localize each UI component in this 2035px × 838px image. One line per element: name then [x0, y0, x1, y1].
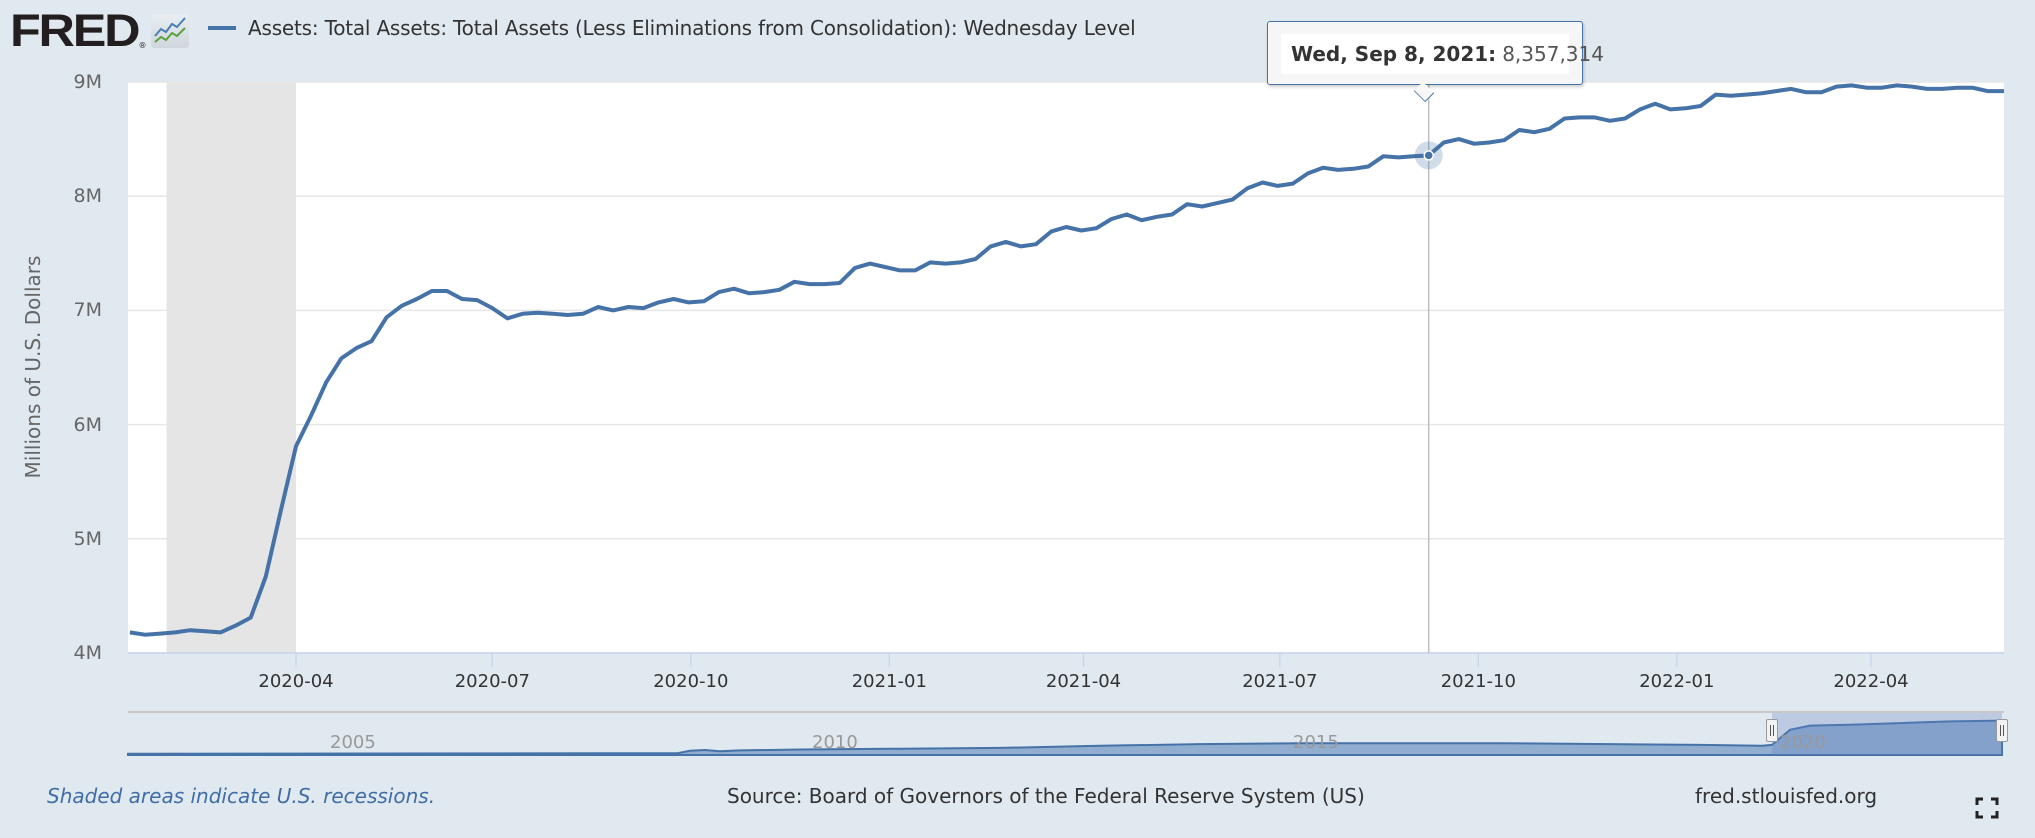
plot-background: [128, 82, 2004, 653]
site-link[interactable]: fred.stlouisfed.org: [1695, 784, 1878, 808]
legend-swatch: [208, 26, 236, 30]
tooltip-value: 8,357,314: [1502, 42, 1604, 66]
x-tick-label: 2020-04: [258, 671, 334, 692]
x-tick-label: 2021-04: [1045, 671, 1122, 692]
tooltip-date: Wed, Sep 8, 2021:: [1291, 42, 1497, 66]
tooltip: Wed, Sep 8, 2021: 8,357,314: [1267, 21, 1604, 85]
x-tick-marks: [128, 652, 2004, 667]
y-axis-label: Millions of U.S. Dollars: [21, 255, 45, 479]
x-tick-label: 2022-04: [1833, 671, 1909, 692]
y-tick-label: 6M: [73, 413, 102, 436]
hover-point: [1423, 150, 1434, 161]
logo-text: FRED: [10, 5, 140, 56]
legend-label: Assets: Total Assets: Total Assets (Less…: [248, 16, 1136, 40]
series-legend[interactable]: Assets: Total Assets: Total Assets (Less…: [208, 16, 1136, 40]
fred-logo[interactable]: FRED ®: [10, 8, 189, 53]
y-tick-label: 9M: [73, 71, 102, 93]
x-tick-label: 2022-01: [1639, 671, 1715, 692]
x-tick-label: 2021-01: [851, 671, 927, 692]
tooltip-content: Wed, Sep 8, 2021: 8,357,314: [1281, 34, 1604, 74]
x-tick-label: 2020-10: [653, 671, 729, 692]
navigator-year-label: 2010: [812, 732, 858, 753]
x-tick-label: 2021-07: [1242, 671, 1318, 692]
x-tick-label: 2021-10: [1440, 671, 1516, 692]
navigator-selection: [1772, 713, 2002, 755]
navigator-area: [127, 719, 2003, 756]
line-chart-icon: [150, 13, 189, 48]
recession-band: [166, 82, 296, 653]
navigator[interactable]: [127, 711, 2004, 756]
y-tick-label: 5M: [73, 527, 102, 550]
y-tick-label: 4M: [73, 642, 102, 664]
recession-layer: [166, 82, 296, 653]
navigator-right-handle[interactable]: [1996, 719, 2008, 742]
registered-mark: ®: [138, 41, 147, 50]
navigator-left-handle[interactable]: [1766, 719, 1778, 742]
y-tick-label: 7M: [73, 299, 102, 322]
navigator-year-label: 2005: [330, 732, 376, 753]
recession-note: Shaded areas indicate U.S. recessions.: [47, 784, 436, 808]
y-tick-label: 8M: [73, 185, 102, 208]
series-line: [129, 83, 2005, 637]
x-tick-label: 2020-07: [454, 671, 530, 692]
fullscreen-icon[interactable]: [1975, 797, 1999, 819]
source-text: Source: Board of Governors of the Federa…: [727, 784, 1365, 808]
navigator-year-label: 2015: [1293, 732, 1339, 753]
navigator-year-label: 2020: [1780, 732, 1826, 753]
